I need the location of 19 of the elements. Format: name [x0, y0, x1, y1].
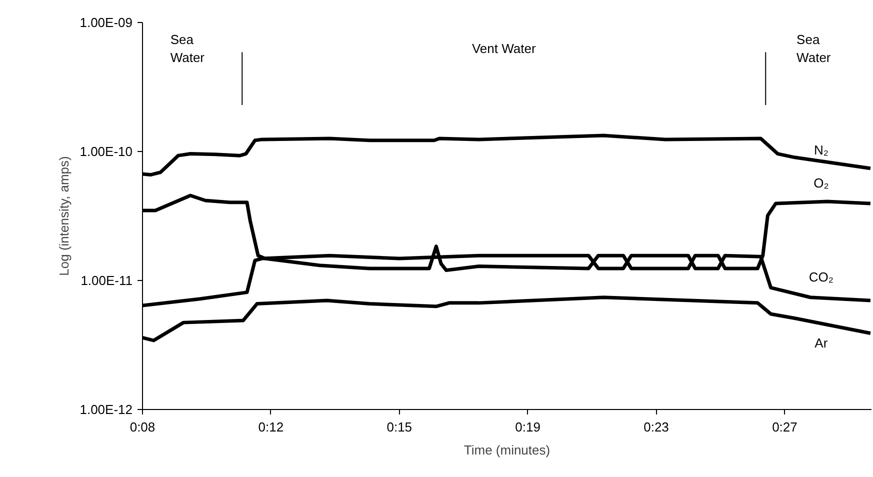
y-tick-label: 1.00E-10: [80, 144, 133, 159]
y-tick-label: 1.00E-09: [80, 15, 133, 30]
y-tick-label: 1.00E-11: [80, 273, 132, 288]
annotation: Sea Water: [170, 32, 206, 65]
series-label: CO₂: [808, 270, 834, 285]
x-tick-label: 0:23: [644, 420, 669, 434]
x-tick-label: 0:27: [772, 420, 798, 434]
x-tick-label: 0:12: [258, 420, 284, 434]
y-axis-title: Log (intensity, amps): [56, 156, 72, 276]
x-tick-label: 0:15: [386, 420, 412, 434]
x-tick-label: 0:08: [130, 420, 156, 434]
x-axis-title: Time (minutes): [464, 442, 550, 458]
series-label: N₂: [814, 142, 828, 158]
series-label: O₂: [814, 175, 829, 190]
annotation: Sea Water: [796, 32, 832, 65]
x-tick-label: 0:19: [515, 420, 540, 434]
annotation: Vent Water: [472, 40, 536, 56]
series-label: Ar: [814, 336, 828, 350]
y-tick-label: 1.00E-12: [80, 402, 133, 417]
